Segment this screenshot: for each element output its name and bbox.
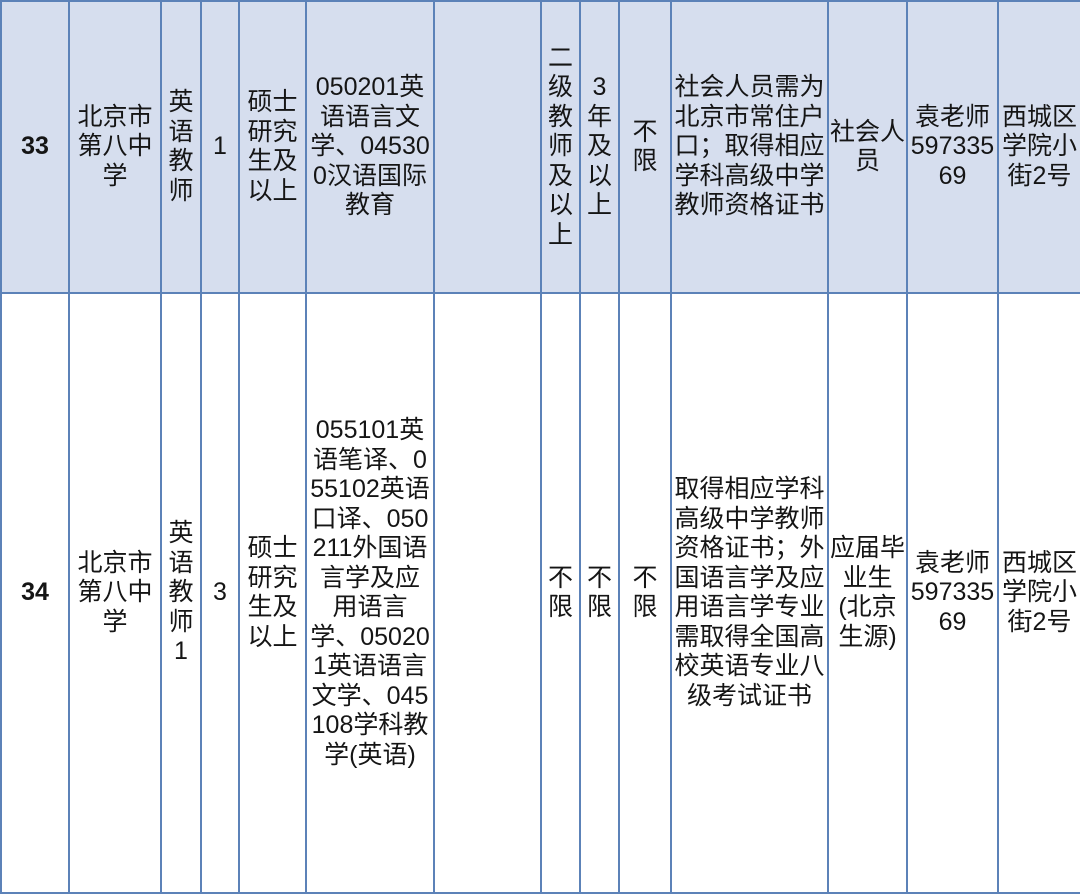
cell-school[interactable]: 北京市第八中学 <box>68 0 162 294</box>
cell-experience-text: 3年及以上 <box>586 73 612 220</box>
cell-age-text: 不限 <box>632 563 658 622</box>
cell-count[interactable]: 3 <box>200 292 240 894</box>
cell-major-text: 055101英语笔译、055102英语口译、050211外国语言学及应用语言学、… <box>310 416 430 769</box>
cell-education[interactable]: 硕士研究生及以上 <box>238 0 307 294</box>
cell-contact[interactable]: 袁老师59733569 <box>906 0 999 294</box>
cell-major[interactable]: 055101英语笔译、055102英语口译、050211外国语言学及应用语言学、… <box>305 292 435 894</box>
cell-experience-text: 不限 <box>586 563 612 622</box>
cell-title[interactable]: 二级教师及以上 <box>540 0 581 294</box>
table-row[interactable]: 34 北京市第八中学 英语教师1 3 硕士研究生及以上 055101英语笔译、0… <box>0 292 1080 894</box>
cell-education[interactable]: 硕士研究生及以上 <box>238 292 307 894</box>
cell-applicant-type-text: 社会人员 <box>830 117 906 176</box>
cell-address[interactable]: 西城区学院小街2号 <box>997 292 1080 894</box>
table-row[interactable]: 33 北京市第八中学 英语教师 1 硕士研究生及以上 050201英语语言文学、… <box>0 0 1080 294</box>
cell-count-text: 3 <box>213 578 227 607</box>
cell-position[interactable]: 英语教师 <box>160 0 202 294</box>
cell-seq-text: 33 <box>21 132 49 161</box>
cell-education-text: 硕士研究生及以上 <box>247 88 298 205</box>
cell-applicant-type-text: 应届毕业生(北京生源) <box>830 534 906 651</box>
cell-count-text: 1 <box>213 132 227 161</box>
cell-position-text: 英语教师1 <box>168 519 194 666</box>
cell-major[interactable]: 050201英语语言文学、045300汉语国际教育 <box>305 0 435 294</box>
cell-experience[interactable]: 不限 <box>579 292 620 894</box>
cell-contact-text: 袁老师59733569 <box>910 102 995 190</box>
cell-blank[interactable] <box>433 0 542 294</box>
cell-position-text: 英语教师 <box>168 88 194 205</box>
cell-position[interactable]: 英语教师1 <box>160 292 202 894</box>
cell-school[interactable]: 北京市第八中学 <box>68 292 162 894</box>
cell-education-text: 硕士研究生及以上 <box>247 534 298 651</box>
cell-school-text: 北京市第八中学 <box>77 548 153 636</box>
cell-seq[interactable]: 34 <box>0 292 70 894</box>
cell-address[interactable]: 西城区学院小街2号 <box>997 0 1080 294</box>
cell-contact[interactable]: 袁老师59733569 <box>906 292 999 894</box>
cell-age[interactable]: 不限 <box>618 0 672 294</box>
cell-other-requirements[interactable]: 社会人员需为北京市常住户口；取得相应学科高级中学教师资格证书 <box>670 0 829 294</box>
cell-age-text: 不限 <box>632 117 658 176</box>
cell-address-text: 西城区学院小街2号 <box>1001 548 1077 636</box>
cell-major-text: 050201英语语言文学、045300汉语国际教育 <box>310 73 430 220</box>
cell-title-text: 不限 <box>547 563 573 622</box>
cell-title[interactable]: 不限 <box>540 292 581 894</box>
cell-contact-text: 袁老师59733569 <box>910 548 995 636</box>
cell-school-text: 北京市第八中学 <box>77 102 153 190</box>
cell-seq-text: 34 <box>21 578 49 607</box>
cell-other-requirements-text: 取得相应学科高级中学教师资格证书；外国语言学及应用语言学专业需取得全国高校英语专… <box>674 475 825 710</box>
cell-address-text: 西城区学院小街2号 <box>1001 102 1077 190</box>
cell-other-requirements[interactable]: 取得相应学科高级中学教师资格证书；外国语言学及应用语言学专业需取得全国高校英语专… <box>670 292 829 894</box>
cell-experience[interactable]: 3年及以上 <box>579 0 620 294</box>
cell-seq[interactable]: 33 <box>0 0 70 294</box>
cell-age[interactable]: 不限 <box>618 292 672 894</box>
cell-count[interactable]: 1 <box>200 0 240 294</box>
cell-applicant-type[interactable]: 应届毕业生(北京生源) <box>827 292 908 894</box>
cell-applicant-type[interactable]: 社会人员 <box>827 0 908 294</box>
cell-title-text: 二级教师及以上 <box>547 43 573 249</box>
cell-other-requirements-text: 社会人员需为北京市常住户口；取得相应学科高级中学教师资格证书 <box>674 73 825 220</box>
cell-blank[interactable] <box>433 292 542 894</box>
